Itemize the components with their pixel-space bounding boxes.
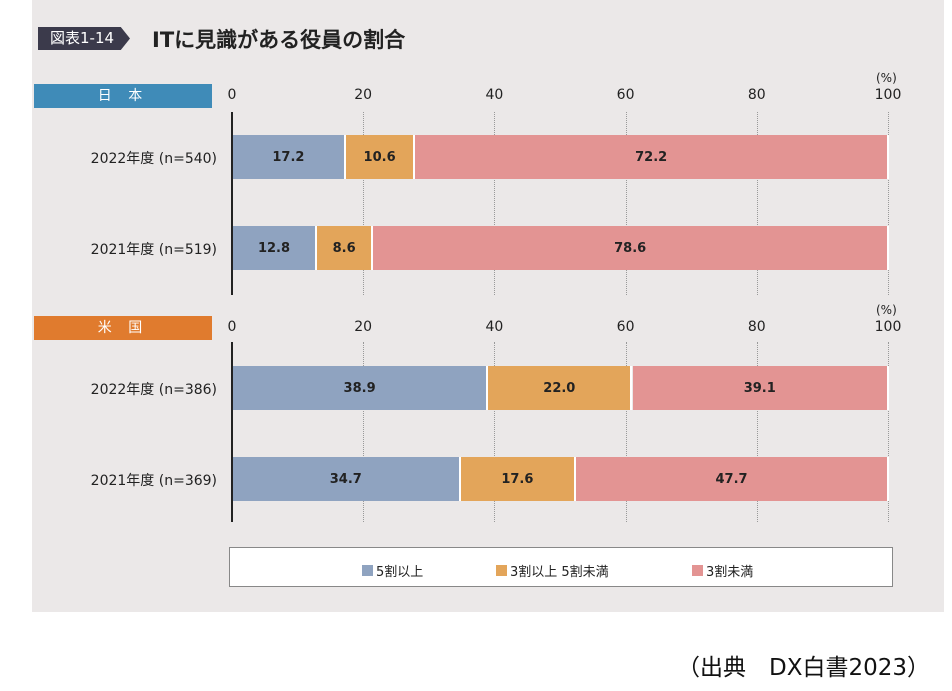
legend-swatch	[496, 565, 507, 576]
bar-segment: 22.0	[488, 366, 633, 410]
x-tick-label: 100	[874, 87, 902, 103]
source-note: （出典 DX白書2023）	[677, 655, 930, 681]
x-tick-label: 60	[616, 87, 635, 103]
gridline	[625, 342, 627, 522]
figure-tag: 図表1-14	[38, 27, 130, 50]
legend-swatch	[362, 565, 373, 576]
bar-segment: 72.2	[415, 135, 889, 179]
x-tick-label: 20	[354, 319, 373, 335]
category-label: 2021年度 (n=369)	[90, 473, 217, 489]
category-label: 2022年度 (n=540)	[90, 151, 217, 167]
gridline	[363, 342, 365, 522]
bar-segment: 38.9	[233, 366, 489, 410]
bar-segment: 78.6	[373, 226, 889, 270]
bar-segment: 8.6	[316, 226, 374, 270]
gridline	[888, 112, 889, 295]
legend-item: 3割以上 5割未満	[496, 561, 609, 580]
legend-swatch	[692, 565, 703, 576]
legend-label: 3割未満	[706, 565, 754, 580]
x-tick-label: 40	[485, 319, 504, 335]
gridline	[494, 112, 496, 295]
y-axis	[231, 342, 233, 522]
gridline	[756, 342, 758, 522]
category-label: 2022年度 (n=386)	[90, 382, 217, 398]
japan-header: 日 本	[34, 84, 212, 108]
unit-label: (%)	[876, 71, 897, 85]
legend-label: 3割以上 5割未満	[510, 565, 609, 580]
chart-title: ITに見識がある役員の割合	[152, 28, 406, 52]
bar-segment: 10.6	[345, 135, 416, 179]
x-tick-label: 0	[227, 319, 237, 335]
x-tick-label: 60	[616, 319, 635, 335]
x-tick-label: 0	[227, 87, 237, 103]
gridline	[363, 112, 365, 295]
x-tick-label: 80	[747, 87, 766, 103]
legend-item: 3割未満	[692, 561, 753, 580]
x-tick-label: 40	[485, 87, 504, 103]
bar-segment: 17.2	[233, 135, 346, 179]
us-header: 米 国	[34, 316, 212, 340]
x-tick-label: 20	[354, 87, 373, 103]
y-axis	[231, 112, 233, 295]
legend: 5割以上 3割以上 5割未満 3割未満	[229, 547, 893, 587]
gridline	[625, 112, 627, 295]
x-tick-label: 100	[874, 319, 902, 335]
bar-segment: 47.7	[576, 457, 889, 501]
gridline	[756, 112, 758, 295]
category-label: 2021年度 (n=519)	[90, 242, 217, 258]
unit-label: (%)	[876, 303, 897, 317]
gridline	[888, 342, 889, 522]
bar-segment: 12.8	[233, 226, 317, 270]
bar-segment: 17.6	[460, 457, 577, 501]
gridline	[494, 342, 496, 522]
x-tick-label: 80	[747, 319, 766, 335]
bar-segment: 34.7	[233, 457, 461, 501]
bar-segment: 39.1	[632, 366, 889, 410]
legend-item: 5割以上	[362, 561, 423, 580]
legend-label: 5割以上	[376, 565, 424, 580]
